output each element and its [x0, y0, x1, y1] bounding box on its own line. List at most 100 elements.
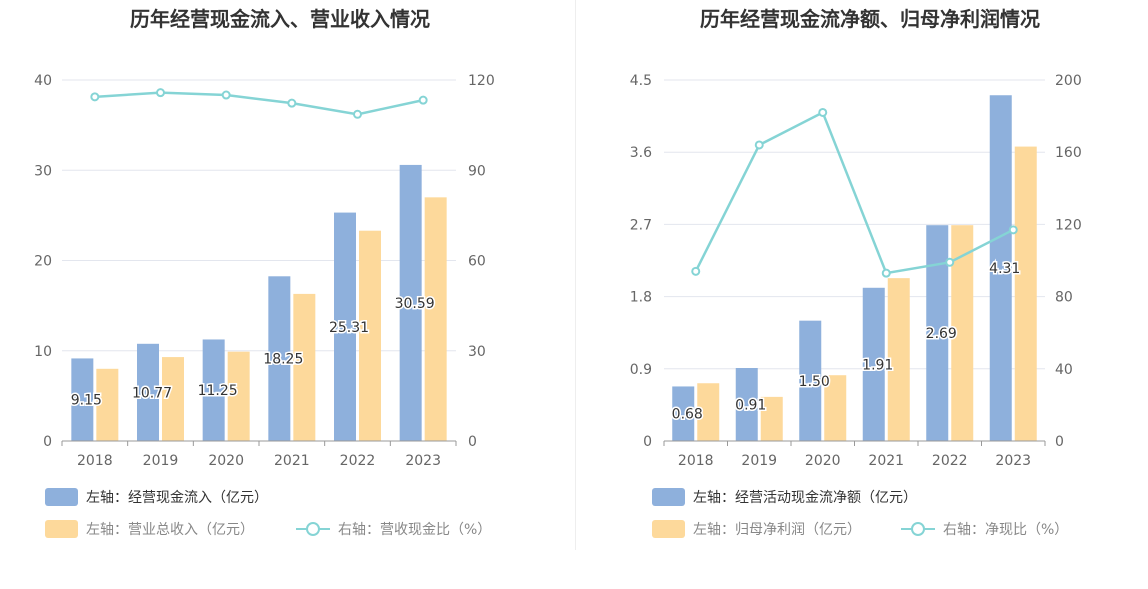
y-left-tick: 30 — [34, 163, 52, 179]
y-right-tick: 0 — [468, 434, 477, 450]
bar-series1[interactable] — [71, 358, 94, 441]
y-left-tick: 4.5 — [630, 73, 652, 89]
x-tick-label: 2023 — [405, 453, 441, 469]
y-left-tick: 0 — [643, 434, 652, 450]
bar-series2[interactable] — [162, 357, 184, 441]
x-tick-label: 2018 — [678, 453, 714, 469]
y-left-tick: 2.7 — [630, 217, 652, 233]
chart-net-cash: 历年经营现金流净额、归母净利润情况 0 0.9 1.8 2.7 3.6 4.5 0 40 80… — [630, 7, 1082, 538]
bar-series2[interactable] — [1014, 146, 1037, 441]
bar-series1[interactable] — [735, 367, 758, 441]
legend-item-bar1[interactable]: 左轴：经营现金流入（亿元） — [45, 488, 268, 506]
legend-label-bar1: 左轴：经营活动现金流净额（亿元） — [693, 490, 917, 506]
y-right-tick: 200 — [1055, 73, 1082, 89]
chart-title: 历年经营现金流入、营业收入情况 — [130, 7, 430, 31]
x-tick-label: 2021 — [274, 453, 310, 469]
y-left-tick: 0.9 — [630, 362, 652, 378]
x-tick-label: 2023 — [995, 453, 1031, 469]
line-point[interactable] — [754, 140, 764, 150]
chart-cash-inflow: 历年经营现金流入、营业收入情况 0 10 20 30 40 0 30 60 90 120 9.1… — [34, 7, 495, 538]
x-tick-label: 2022 — [932, 453, 968, 469]
line-point[interactable] — [945, 257, 955, 267]
bar-series2[interactable] — [96, 368, 119, 441]
legend-swatch-bar2 — [45, 520, 78, 538]
x-tick-label: 2019 — [741, 453, 777, 469]
bar-series2[interactable] — [359, 230, 381, 441]
bar-series1[interactable] — [862, 287, 885, 441]
bar-series2[interactable] — [760, 396, 783, 441]
bar-series1[interactable] — [202, 339, 225, 441]
y-right-tick: 0 — [1055, 434, 1064, 450]
data-label: 4.31 — [989, 261, 1020, 277]
bar-series1[interactable] — [399, 164, 422, 442]
panel-divider — [575, 0, 576, 550]
line-point[interactable] — [221, 90, 231, 100]
legend: 左轴：经营活动现金流净额（亿元） 左轴：归母净利润（亿元） 右轴：净现比（%） — [652, 488, 1068, 538]
x-tick-label: 2020 — [208, 453, 244, 469]
legend: 左轴：经营现金流入（亿元） 左轴：营业总收入（亿元） 右轴：营收现金比（%） — [45, 488, 491, 538]
x-tick-label: 2020 — [805, 453, 841, 469]
y-left-tick: 20 — [34, 254, 52, 270]
bar-series2[interactable] — [424, 197, 447, 441]
line-point[interactable] — [418, 95, 428, 105]
y-left-tick: 0 — [43, 434, 52, 450]
bar-series1[interactable] — [672, 386, 695, 441]
line-point[interactable] — [881, 268, 891, 278]
line-point[interactable] — [287, 98, 297, 108]
chart-panel-net-cash: 历年经营现金流净额、归母净利润情况 0 0.9 1.8 2.7 3.6 4.5 0 40 80… — [576, 0, 1148, 589]
legend-item-bar2[interactable]: 左轴：营业总收入（亿元） — [45, 520, 254, 538]
data-label: 18.25 — [263, 352, 303, 368]
data-label: 25.31 — [329, 320, 369, 336]
line-point[interactable] — [691, 266, 701, 276]
line-point[interactable] — [353, 109, 362, 119]
legend-label-line: 右轴：净现比（%） — [943, 522, 1068, 538]
y-right-tick: 30 — [468, 344, 486, 360]
y-right-tick: 60 — [468, 254, 486, 270]
data-label: 0.68 — [672, 407, 703, 423]
legend-swatch-bar1 — [45, 488, 78, 506]
legend-line-marker-icon — [901, 522, 935, 536]
bar-series1[interactable] — [334, 212, 356, 441]
line-point[interactable] — [156, 88, 165, 98]
x-tick-label: 2021 — [868, 453, 904, 469]
data-label: 2.69 — [926, 326, 957, 342]
bar-series2[interactable] — [951, 225, 974, 441]
line-point[interactable] — [1008, 225, 1018, 235]
legend-line-marker-icon — [296, 522, 330, 536]
data-label: 1.91 — [862, 357, 893, 373]
chart-title: 历年经营现金流净额、归母净利润情况 — [700, 7, 1040, 31]
bar-series2[interactable] — [293, 293, 316, 441]
bar-series1[interactable] — [799, 320, 822, 441]
legend-item-line[interactable]: 右轴：营收现金比（%） — [296, 522, 491, 538]
bar-series1[interactable] — [137, 343, 159, 441]
legend-label-bar1: 左轴：经营现金流入（亿元） — [86, 490, 268, 506]
bar-series1[interactable] — [268, 276, 291, 441]
data-label: 30.59 — [395, 296, 435, 312]
bar-series2[interactable] — [887, 278, 910, 441]
bar-series2[interactable] — [697, 383, 720, 441]
line-point[interactable] — [90, 92, 100, 102]
legend-item-line[interactable]: 右轴：净现比（%） — [901, 522, 1068, 538]
legend-label-line: 右轴：营收现金比（%） — [338, 522, 491, 538]
line-series — [694, 110, 1014, 275]
legend-item-bar2[interactable]: 左轴：归母净利润（亿元） — [652, 520, 861, 538]
x-tick-label: 2019 — [143, 453, 179, 469]
y-right-tick: 80 — [1055, 290, 1073, 306]
y-right-tick: 160 — [1055, 145, 1082, 161]
data-label: 10.77 — [132, 385, 172, 401]
legend-label-bar2: 左轴：归母净利润（亿元） — [693, 521, 861, 538]
legend-item-bar1[interactable]: 左轴：经营活动现金流净额（亿元） — [652, 488, 917, 506]
bar-series2[interactable] — [227, 351, 250, 441]
line-series — [94, 91, 424, 116]
line-point[interactable] — [818, 107, 828, 117]
bar-series2[interactable] — [824, 375, 847, 441]
data-label: 0.91 — [735, 397, 766, 413]
bar-series1[interactable] — [989, 95, 1012, 442]
legend-label-bar2: 左轴：营业总收入（亿元） — [86, 522, 254, 538]
y-left-tick: 40 — [34, 73, 52, 89]
y-right-tick: 120 — [1055, 217, 1082, 233]
y-right-tick: 120 — [468, 73, 495, 89]
bar-series1[interactable] — [926, 225, 949, 441]
legend-swatch-bar1 — [652, 488, 685, 506]
y-right-tick: 90 — [468, 163, 486, 179]
